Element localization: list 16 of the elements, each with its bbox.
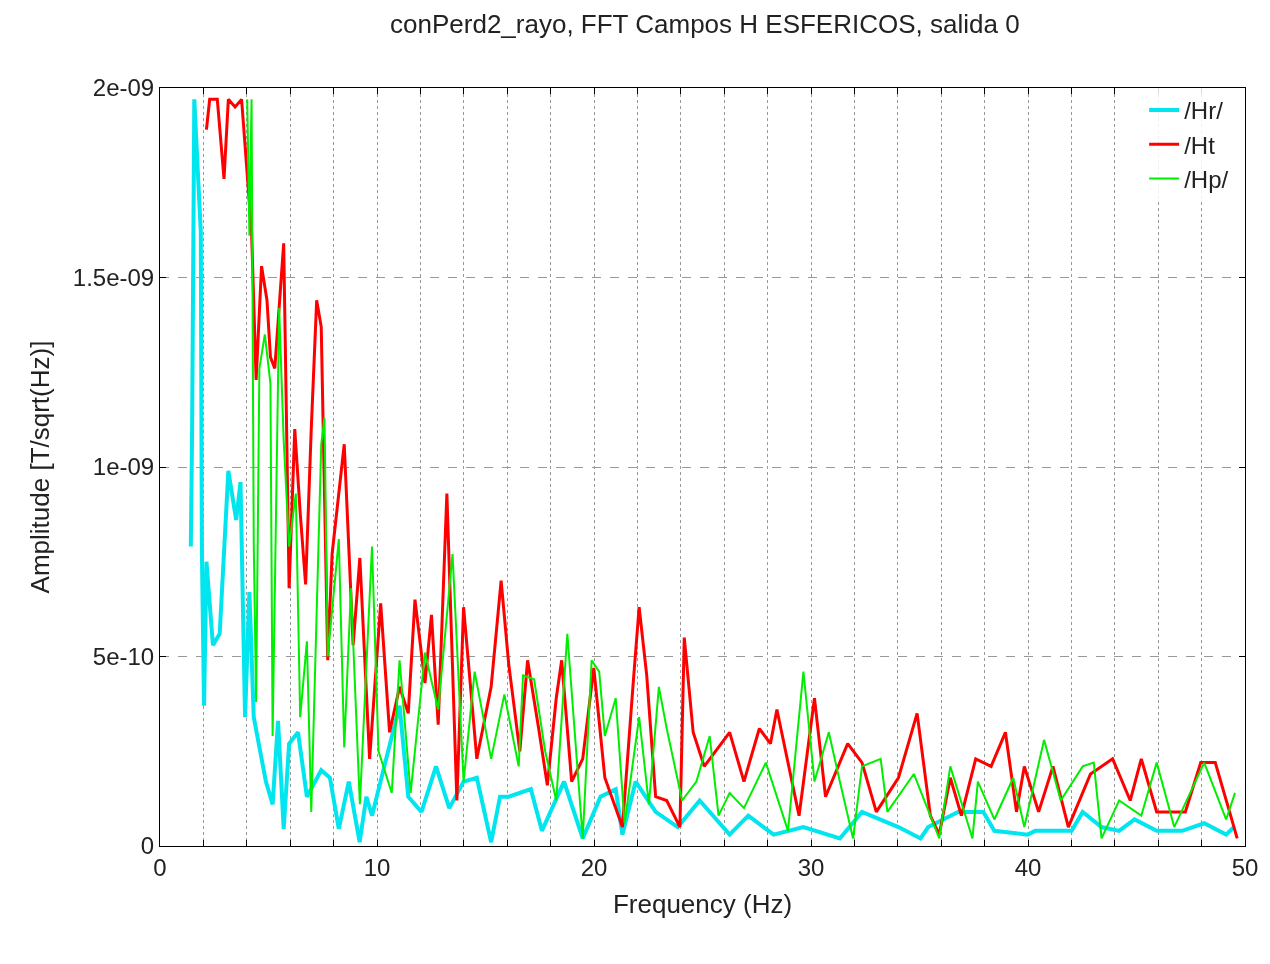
x-tick-label: 30 bbox=[797, 853, 825, 881]
x-tick-label: 40 bbox=[1014, 853, 1042, 881]
x-tick-label: 10 bbox=[363, 853, 391, 881]
y-tick-label: 1.5e-09 bbox=[72, 263, 155, 291]
y-tick-label: 5e-10 bbox=[92, 642, 155, 670]
chart-title: conPerd2_rayo, FFT Campos H ESFERICOS, salida 0 bbox=[390, 8, 1020, 39]
y-axis-title: Amplitude [T/sqrt(Hz)] bbox=[25, 340, 56, 594]
legend-label: /Hp/ bbox=[1184, 165, 1229, 193]
x-tick-label: 20 bbox=[580, 853, 608, 881]
y-tick-label: 2e-09 bbox=[92, 74, 155, 102]
legend-label: /Ht bbox=[1184, 131, 1216, 159]
y-tick-label: 0 bbox=[140, 832, 155, 860]
x-axis-title: Frequency (Hz) bbox=[612, 889, 793, 920]
x-tick-label: 50 bbox=[1231, 853, 1259, 881]
y-tick-label: 1e-09 bbox=[92, 453, 155, 481]
legend-label: /Hr/ bbox=[1184, 97, 1224, 125]
